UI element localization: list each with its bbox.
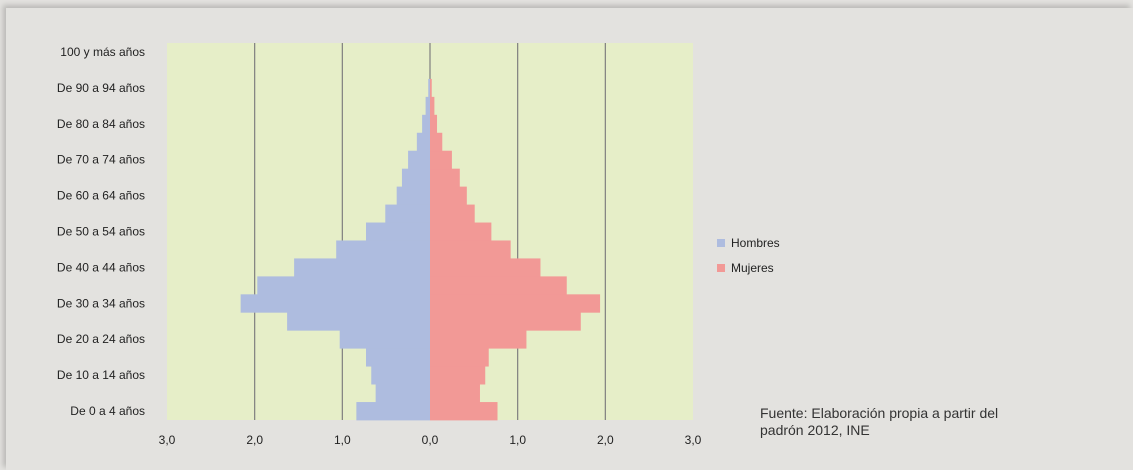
bar-hombres-10 bbox=[366, 222, 430, 241]
bar-mujeres-5 bbox=[430, 312, 581, 331]
bar-hombres-3 bbox=[366, 348, 430, 367]
source-note: Fuente: Elaboración propia a partir del … bbox=[760, 405, 999, 438]
x-tick-labels: 3,0 2,0 1,0 0,0 1,0 2,0 3,0 bbox=[159, 433, 702, 447]
bar-hombres-17 bbox=[425, 96, 430, 116]
category-label: De 50 a 54 años bbox=[57, 225, 145, 239]
x-tick-label: 3,0 bbox=[159, 433, 176, 447]
bar-hombres-13 bbox=[401, 168, 430, 188]
bar-hombres-5 bbox=[287, 312, 430, 331]
bar-mujeres-9 bbox=[430, 240, 511, 259]
bar-hombres-6 bbox=[240, 294, 430, 313]
bar-mujeres-18 bbox=[430, 78, 432, 98]
x-tick-label: 1,0 bbox=[509, 433, 526, 447]
bar-mujeres-3 bbox=[430, 348, 489, 367]
legend: Hombres Mujeres bbox=[717, 236, 780, 275]
bar-hombres-8 bbox=[294, 258, 430, 277]
category-label: De 60 a 64 años bbox=[57, 189, 145, 203]
category-label: De 30 a 34 años bbox=[57, 296, 145, 310]
x-tick-label: 2,0 bbox=[597, 433, 614, 447]
bar-hombres-18 bbox=[428, 78, 430, 98]
bar-mujeres-17 bbox=[430, 96, 435, 116]
bar-hombres-7 bbox=[257, 276, 430, 295]
bar-mujeres-6 bbox=[430, 294, 601, 313]
category-label: De 80 a 84 años bbox=[57, 117, 145, 131]
bar-hombres-16 bbox=[422, 114, 430, 134]
bar-hombres-0 bbox=[356, 402, 430, 421]
legend-label-mujeres: Mujeres bbox=[731, 261, 774, 275]
bar-mujeres-16 bbox=[430, 114, 438, 134]
category-labels: De 0 a 4 años De 10 a 14 años De 20 a 24 a… bbox=[57, 45, 145, 418]
bar-mujeres-2 bbox=[430, 366, 486, 385]
bar-mujeres-4 bbox=[430, 330, 527, 349]
bar-mujeres-14 bbox=[430, 150, 452, 170]
bar-hombres-2 bbox=[371, 366, 430, 385]
bar-mujeres-15 bbox=[430, 132, 443, 152]
bar-hombres-11 bbox=[385, 204, 430, 223]
bar-hombres-4 bbox=[339, 330, 430, 349]
bar-mujeres-7 bbox=[430, 276, 567, 295]
category-label: De 40 a 44 años bbox=[57, 260, 145, 274]
category-label: De 90 a 94 años bbox=[57, 81, 145, 95]
x-tick-label: 3,0 bbox=[685, 433, 702, 447]
category-label: De 0 a 4 años bbox=[70, 404, 145, 418]
x-tick-label: 0,0 bbox=[422, 433, 439, 447]
bar-mujeres-11 bbox=[430, 204, 475, 223]
bar-hombres-1 bbox=[375, 384, 430, 403]
bar-mujeres-10 bbox=[430, 222, 492, 241]
bar-hombres-15 bbox=[416, 132, 430, 152]
x-tick-label: 2,0 bbox=[246, 433, 263, 447]
legend-label-hombres: Hombres bbox=[731, 236, 780, 250]
x-tick-label: 1,0 bbox=[334, 433, 351, 447]
category-label: De 20 a 24 años bbox=[57, 332, 145, 346]
bar-hombres-12 bbox=[396, 186, 430, 205]
category-label: De 10 a 14 años bbox=[57, 368, 145, 382]
bar-hombres-14 bbox=[408, 150, 430, 170]
bar-mujeres-1 bbox=[430, 384, 480, 403]
bar-mujeres-12 bbox=[430, 186, 467, 205]
legend-swatch-mujeres bbox=[717, 264, 725, 272]
bar-hombres-9 bbox=[336, 240, 430, 259]
category-label: De 70 a 74 años bbox=[57, 153, 145, 167]
legend-swatch-hombres bbox=[717, 239, 725, 247]
bar-mujeres-8 bbox=[430, 258, 541, 277]
bars bbox=[240, 78, 601, 421]
category-label: 100 y más años bbox=[60, 45, 145, 59]
bar-mujeres-13 bbox=[430, 168, 460, 188]
bar-mujeres-0 bbox=[430, 402, 498, 421]
